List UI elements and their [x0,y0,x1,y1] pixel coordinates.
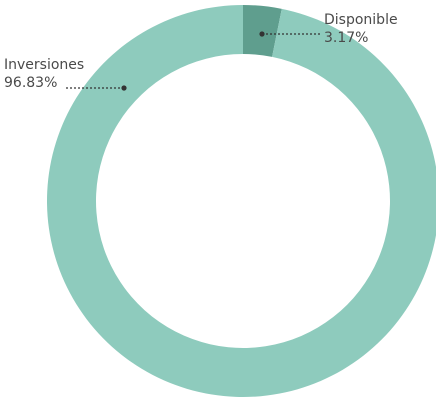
leader-dot-inversiones [121,85,127,91]
label-group-disponible: Disponible 3.17% [259,12,398,46]
slice-value-inversiones: 96.83% [4,75,57,91]
slice-inversiones [47,5,436,397]
slice-label-inversiones: Inversiones [4,57,84,73]
slice-disponible [243,5,282,57]
slice-label-disponible: Disponible [324,12,398,28]
leader-dot-disponible [259,31,265,37]
label-group-inversiones: Inversiones 96.83% [4,57,127,91]
slices-group [47,5,436,397]
slice-value-disponible: 3.17% [324,30,368,46]
